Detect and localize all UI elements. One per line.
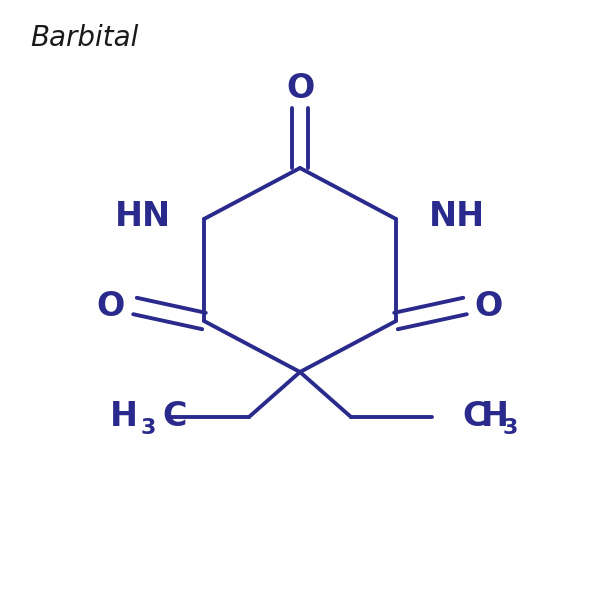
Text: 3: 3 <box>503 418 518 438</box>
Text: Barbital: Barbital <box>30 24 139 52</box>
Text: C: C <box>162 401 187 433</box>
Text: 3: 3 <box>141 418 157 438</box>
Text: O: O <box>97 289 125 323</box>
Text: C: C <box>462 401 487 433</box>
Text: HN: HN <box>115 199 171 232</box>
Text: NH: NH <box>429 199 485 232</box>
Text: O: O <box>475 289 503 323</box>
Text: H: H <box>110 401 138 433</box>
Text: H: H <box>481 401 509 433</box>
Text: O: O <box>286 72 314 106</box>
